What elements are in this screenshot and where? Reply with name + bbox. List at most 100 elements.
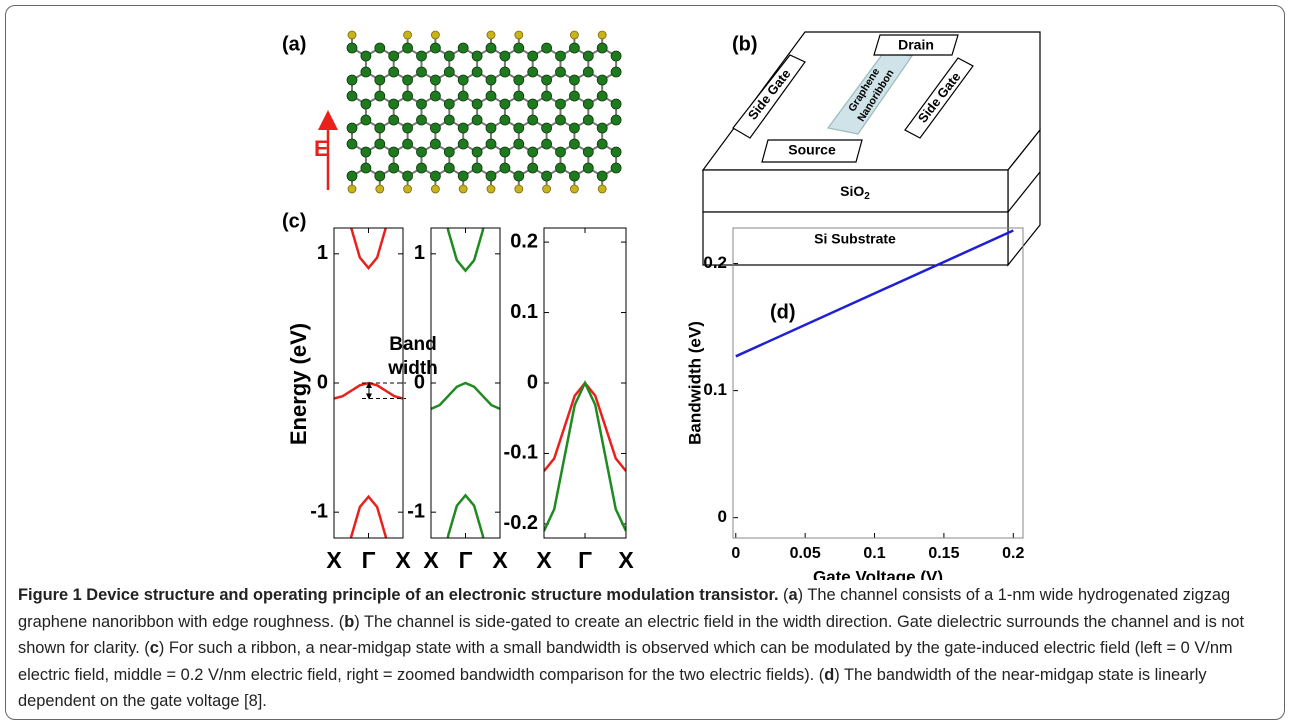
carbon-atom — [389, 67, 399, 77]
carbon-atom — [514, 43, 524, 53]
hydrogen-atom — [598, 31, 606, 39]
carbon-atom — [472, 67, 482, 77]
y-tick-label: 0.2 — [510, 230, 538, 252]
hydrogen-atom — [487, 31, 495, 39]
carbon-atom — [403, 43, 413, 53]
substrate-label: Si Substrate — [814, 231, 896, 247]
carbon-atom — [556, 51, 566, 61]
carbon-atom — [556, 67, 566, 77]
carbon-atom — [417, 99, 427, 109]
hydrogen-atom — [570, 31, 578, 39]
carbon-atom — [361, 163, 371, 173]
x-tick-label: Γ — [459, 547, 473, 573]
carbon-atom — [430, 123, 440, 133]
carbon-atom — [569, 123, 579, 133]
panel-label: (d) — [770, 301, 796, 323]
caption-text: Figure 1 Device structure and operating … — [18, 586, 779, 604]
caption-text: b — [344, 613, 354, 631]
carbon-atom — [514, 75, 524, 85]
carbon-atom — [569, 171, 579, 181]
carbon-atom — [389, 99, 399, 109]
series-line — [431, 383, 500, 409]
carbon-atom — [347, 75, 357, 85]
x-tick-label: 0.15 — [928, 545, 959, 562]
carbon-atom — [514, 123, 524, 133]
carbon-atom — [528, 115, 538, 125]
y-tick-label: 0.2 — [703, 253, 727, 272]
carbon-atom — [542, 139, 552, 149]
hydrogen-atom — [515, 185, 523, 193]
carbon-atom — [347, 91, 357, 101]
carbon-atom — [347, 139, 357, 149]
caption-text: a — [789, 586, 798, 604]
carbon-atom — [417, 147, 427, 157]
carbon-atom — [556, 147, 566, 157]
carbon-atom — [611, 51, 621, 61]
y-tick-label: 0.1 — [703, 380, 727, 399]
carbon-atom — [389, 51, 399, 61]
carbon-atom — [417, 67, 427, 77]
carbon-atom — [458, 43, 468, 53]
carbon-atom — [611, 115, 621, 125]
source-label: Source — [788, 142, 836, 158]
carbon-atom — [500, 163, 510, 173]
oxide-subscript: 2 — [864, 191, 870, 202]
x-tick-label: 0.2 — [1002, 545, 1024, 562]
carbon-atom — [611, 147, 621, 157]
x-tick-label: 0.1 — [863, 545, 885, 562]
carbon-atom — [514, 139, 524, 149]
hydrogen-atom — [570, 185, 578, 193]
carbon-atom — [361, 51, 371, 61]
carbon-atom — [556, 99, 566, 109]
carbon-atom — [375, 75, 385, 85]
carbon-atom — [361, 99, 371, 109]
carbon-atom — [542, 123, 552, 133]
carbon-atom — [486, 123, 496, 133]
carbon-atom — [458, 91, 468, 101]
carbon-atom — [583, 163, 593, 173]
x-tick-label: X — [618, 547, 634, 573]
carbon-atom — [389, 115, 399, 125]
carbon-atom — [347, 43, 357, 53]
hydrogen-atom — [376, 185, 384, 193]
carbon-atom — [542, 171, 552, 181]
carbon-atom — [444, 163, 454, 173]
carbon-atom — [430, 91, 440, 101]
hydrogen-atom — [431, 31, 439, 39]
x-tick-label: X — [492, 547, 508, 573]
carbon-atom — [542, 43, 552, 53]
carbon-atom — [583, 67, 593, 77]
graphene-lattice — [347, 31, 621, 193]
hydrogen-atom — [431, 185, 439, 193]
carbon-atom — [569, 43, 579, 53]
panel-label: (c) — [282, 210, 306, 232]
carbon-atom — [375, 171, 385, 181]
panel-label: (b) — [732, 33, 758, 55]
plot-frame — [733, 228, 1023, 538]
carbon-atom — [597, 91, 607, 101]
carbon-atom — [500, 67, 510, 77]
carbon-atom — [375, 139, 385, 149]
carbon-atom — [597, 123, 607, 133]
x-tick-label: Γ — [578, 547, 592, 573]
carbon-atom — [542, 75, 552, 85]
carbon-atom — [444, 147, 454, 157]
series-line — [334, 112, 403, 268]
y-tick-label: -1 — [310, 500, 328, 522]
carbon-atom — [514, 91, 524, 101]
carbon-atom — [597, 43, 607, 53]
hydrogen-atom — [348, 185, 356, 193]
y-tick-label: 0.1 — [510, 301, 538, 323]
y-axis-label: Energy (eV) — [286, 323, 311, 445]
carbon-atom — [472, 147, 482, 157]
caption-text: c — [150, 639, 159, 657]
hydrogen-atom — [459, 185, 467, 193]
carbon-atom — [514, 171, 524, 181]
x-tick-label: 0.05 — [790, 545, 821, 562]
carbon-atom — [347, 123, 357, 133]
carbon-atom — [458, 171, 468, 181]
y-tick-label: 1 — [414, 242, 425, 264]
carbon-atom — [403, 123, 413, 133]
hydrogen-atom — [598, 185, 606, 193]
